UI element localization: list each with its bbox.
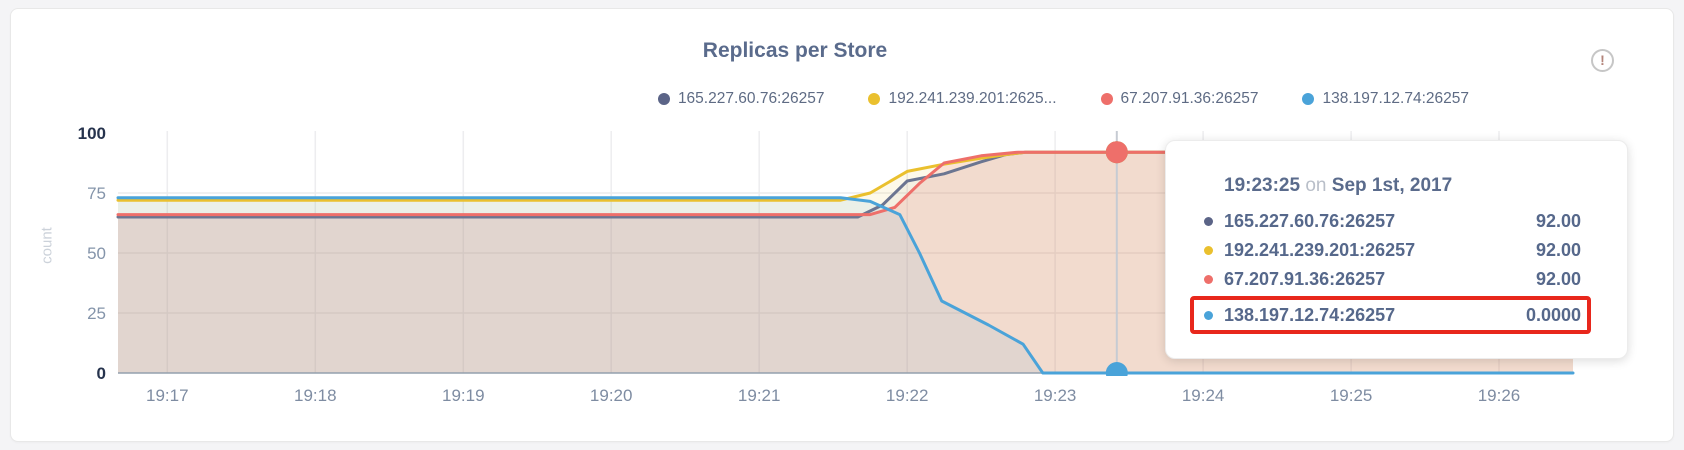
- series-color-dot-icon: [1204, 310, 1213, 320]
- warning-circle-icon[interactable]: !: [1591, 49, 1614, 72]
- legend-item-label: 165.227.60.76:26257: [677, 90, 825, 107]
- tooltip-row: 67.207.91.36:26257 92.00: [1190, 265, 1581, 294]
- x-tick-label: 19:18: [294, 386, 337, 405]
- legend-color-dot-icon: [1100, 93, 1113, 105]
- series-area-3: [118, 197, 1573, 373]
- series-line-3: [116, 196, 1575, 375]
- legend-item-label: 138.197.12.74:26257: [1322, 90, 1469, 107]
- series-color-dot-icon: [1204, 275, 1213, 284]
- tooltip-timestamp: 19:23:25 on Sep 1st, 2017: [1224, 175, 1603, 197]
- x-tick-label: 19:21: [738, 386, 781, 405]
- hover-marker: [1105, 141, 1128, 164]
- x-tick-label: 19:20: [590, 386, 633, 405]
- legend-color-dot-icon: [1302, 93, 1315, 105]
- x-tick-label: 19:17: [146, 386, 189, 405]
- tooltip-time: 19:23:25: [1224, 175, 1301, 196]
- tooltip-series-label: 165.227.60.76:26257: [1224, 211, 1396, 231]
- legend-color-dot-icon: [868, 93, 881, 105]
- x-tick-label: 19:19: [442, 386, 485, 405]
- legend-item[interactable]: 165.227.60.76:26257: [657, 90, 825, 108]
- tooltip-series-label: 67.207.91.36:26257: [1224, 269, 1386, 289]
- tooltip-series-label: 192.241.239.201:26257: [1224, 240, 1416, 260]
- legend-color-dot-icon: [657, 93, 670, 105]
- tooltip-row-highlighted: 138.197.12.74:26257 0.0000: [1190, 296, 1591, 334]
- tooltip-date: Sep 1st, 2017: [1331, 175, 1453, 196]
- legend-item[interactable]: 67.207.91.36:26257: [1100, 90, 1259, 108]
- tooltip-series-value: 92.00: [1535, 211, 1581, 231]
- series-color-dot-icon: [1204, 246, 1213, 255]
- series-color-dot-icon: [1204, 217, 1213, 226]
- y-tick-label: 25: [87, 304, 106, 323]
- chart-legend: 165.227.60.76:26257 192.241.239.201:2625.…: [657, 90, 1469, 108]
- x-tick-label: 19:23: [1034, 386, 1077, 405]
- x-tick-label: 19:25: [1330, 386, 1373, 405]
- tooltip-series-value: 92.00: [1535, 240, 1581, 260]
- tooltip-row: 165.227.60.76:26257 92.00: [1190, 207, 1581, 236]
- x-tick-label: 19:22: [886, 386, 929, 405]
- tooltip-series-value: 92.00: [1535, 269, 1581, 289]
- chart-tooltip: 19:23:25 on Sep 1st, 2017 165.227.60.76:…: [1165, 140, 1628, 359]
- legend-item[interactable]: 192.241.239.201:2625...: [868, 90, 1057, 108]
- tooltip-rows: 165.227.60.76:26257 92.00 192.241.239.201:…: [1190, 207, 1591, 334]
- y-tick-label: 0: [97, 364, 106, 383]
- tooltip-conjunction: on: [1305, 175, 1327, 196]
- tooltip-series-label: 138.197.12.74:26257: [1224, 304, 1396, 325]
- series-line-2: [116, 150, 1575, 217]
- hover-marker: [1105, 362, 1128, 376]
- legend-item-label: 192.241.239.201:2625...: [888, 90, 1057, 107]
- chart-title: Replicas per Store: [702, 39, 888, 62]
- y-tick-label: 50: [87, 244, 106, 263]
- legend-item[interactable]: 138.197.12.74:26257: [1302, 90, 1469, 108]
- chart-card: Replicas per Store ! 165.227.60.76:26257…: [10, 8, 1674, 442]
- tooltip-series-value: 0.0000: [1525, 304, 1581, 325]
- y-tick-label: 100: [78, 124, 106, 143]
- x-tick-label: 19:26: [1478, 386, 1521, 405]
- x-tick-label: 19:24: [1182, 386, 1225, 405]
- tooltip-row: 192.241.239.201:26257 92.00: [1190, 236, 1581, 265]
- y-tick-label: 75: [87, 184, 106, 203]
- legend-item-label: 67.207.91.36:26257: [1120, 90, 1259, 107]
